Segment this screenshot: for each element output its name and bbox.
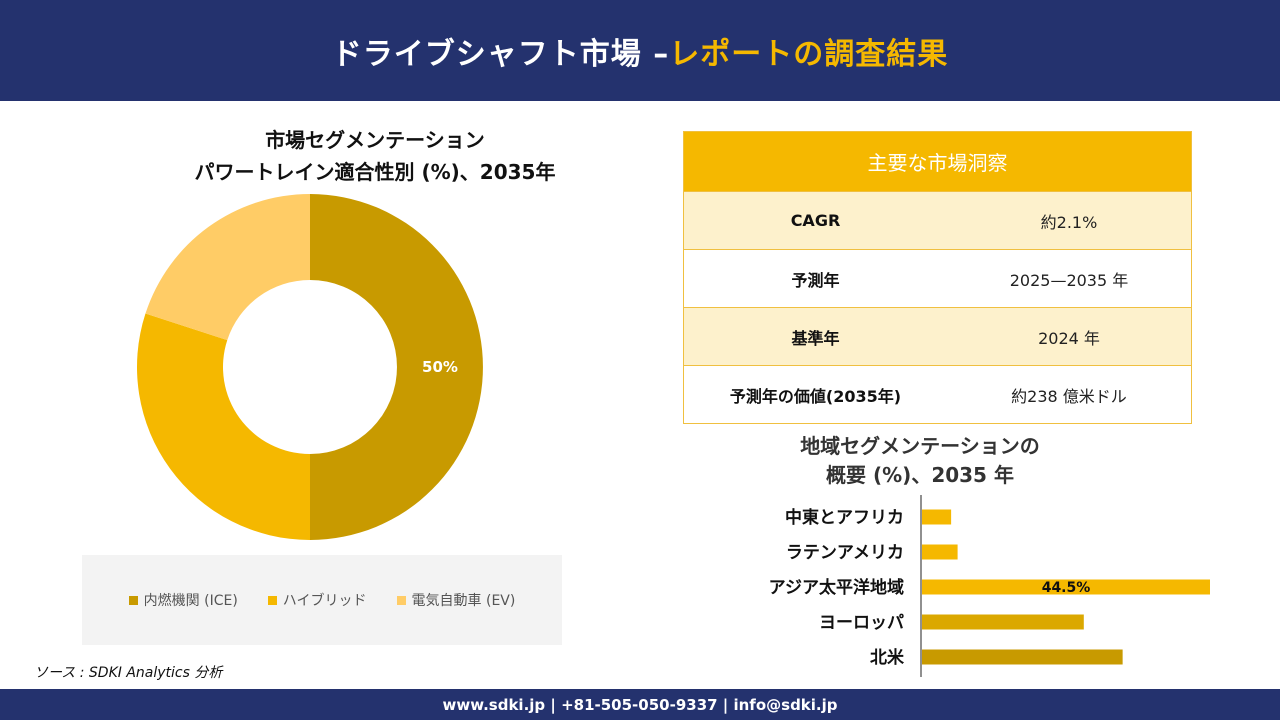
insights-value: 約238 億米ドル: [1011, 386, 1127, 406]
category-label: アジア太平洋地域: [769, 577, 904, 598]
legend-item: 電気自動車 (EV): [396, 590, 516, 610]
legend-item: ハイブリッド: [267, 590, 367, 610]
donut-title-line1: 市場セグメンテーション: [265, 128, 485, 152]
donut-slice: [136, 313, 310, 540]
insights-key: CAGR: [790, 211, 841, 230]
legend-label: ハイブリッド: [282, 593, 367, 609]
legend-label: 電気自動車 (EV): [411, 593, 516, 609]
insights-row: 予測年の価値(2035年) 約238 億米ドル: [684, 365, 1191, 423]
bar: [922, 509, 952, 525]
donut-slice: [145, 194, 310, 341]
insights-key: 予測年: [791, 270, 840, 290]
footer-contact: www.sdki.jp | +81-505-050-9337 | info@sd…: [0, 689, 1280, 720]
donut-chart-title: 市場セグメンテーション パワートレイン適合性別 (%)、2035年: [130, 124, 620, 188]
insights-row: 基準年 2024 年: [684, 307, 1191, 365]
donut-slice: [310, 194, 483, 540]
donut-title-line2: パワートレイン適合性別 (%)、2035年: [194, 160, 556, 184]
insights-value: 2025—2035 年: [1009, 270, 1129, 290]
region-title-line2: 概要 (%)、2035 年: [826, 463, 1014, 487]
category-label: ラテンアメリカ: [786, 543, 904, 563]
title-main: ドライブシャフト市場 –: [331, 36, 670, 72]
legend-swatch: [128, 595, 138, 605]
insights-value: 2024 年: [1038, 328, 1100, 348]
insights-heading: 主要な市場洞察: [684, 132, 1191, 191]
bar-data-label: 44.5%: [1042, 580, 1091, 596]
region-title-line1: 地域セグメンテーションの: [800, 434, 1040, 458]
header-banner: ドライブシャフト市場 –レポートの調査結果: [0, 0, 1280, 101]
insights-key: 基準年: [791, 328, 840, 348]
category-label: 中東とアフリカ: [785, 507, 904, 528]
bar: [922, 544, 958, 560]
legend-label: 内燃機関 (ICE): [143, 593, 238, 609]
legend-swatch: [267, 595, 277, 605]
legend-item: 内燃機関 (ICE): [128, 590, 238, 610]
donut-chart: 50%: [136, 194, 483, 540]
bar: [922, 579, 1210, 595]
page-title: ドライブシャフト市場 –レポートの調査結果: [332, 29, 948, 73]
donut-legend: 内燃機関 (ICE) ハイブリッド 電気自動車 (EV): [82, 555, 562, 645]
donut-data-label: 50%: [422, 358, 458, 376]
category-label: ヨーロッパ: [819, 613, 904, 633]
legend-swatch: [396, 595, 406, 605]
insights-row: CAGR 約2.1%: [684, 191, 1191, 249]
bar: [922, 649, 1123, 665]
region-chart-title: 地域セグメンテーションの 概要 (%)、2035 年: [760, 432, 1080, 490]
insights-key: 予測年の価値(2035年): [729, 386, 902, 406]
insights-value: 約2.1%: [1040, 212, 1098, 232]
bar: [922, 614, 1084, 630]
source-note: ソース : SDKI Analytics 分析: [34, 665, 223, 681]
insights-row: 予測年 2025—2035 年: [684, 249, 1191, 307]
category-label: 北米: [870, 647, 905, 668]
title-accent: レポートの調査結果: [669, 36, 949, 72]
key-insights-table: 主要な市場洞察 CAGR 約2.1% 予測年 2025—2035 年 基準年 2…: [683, 131, 1192, 424]
